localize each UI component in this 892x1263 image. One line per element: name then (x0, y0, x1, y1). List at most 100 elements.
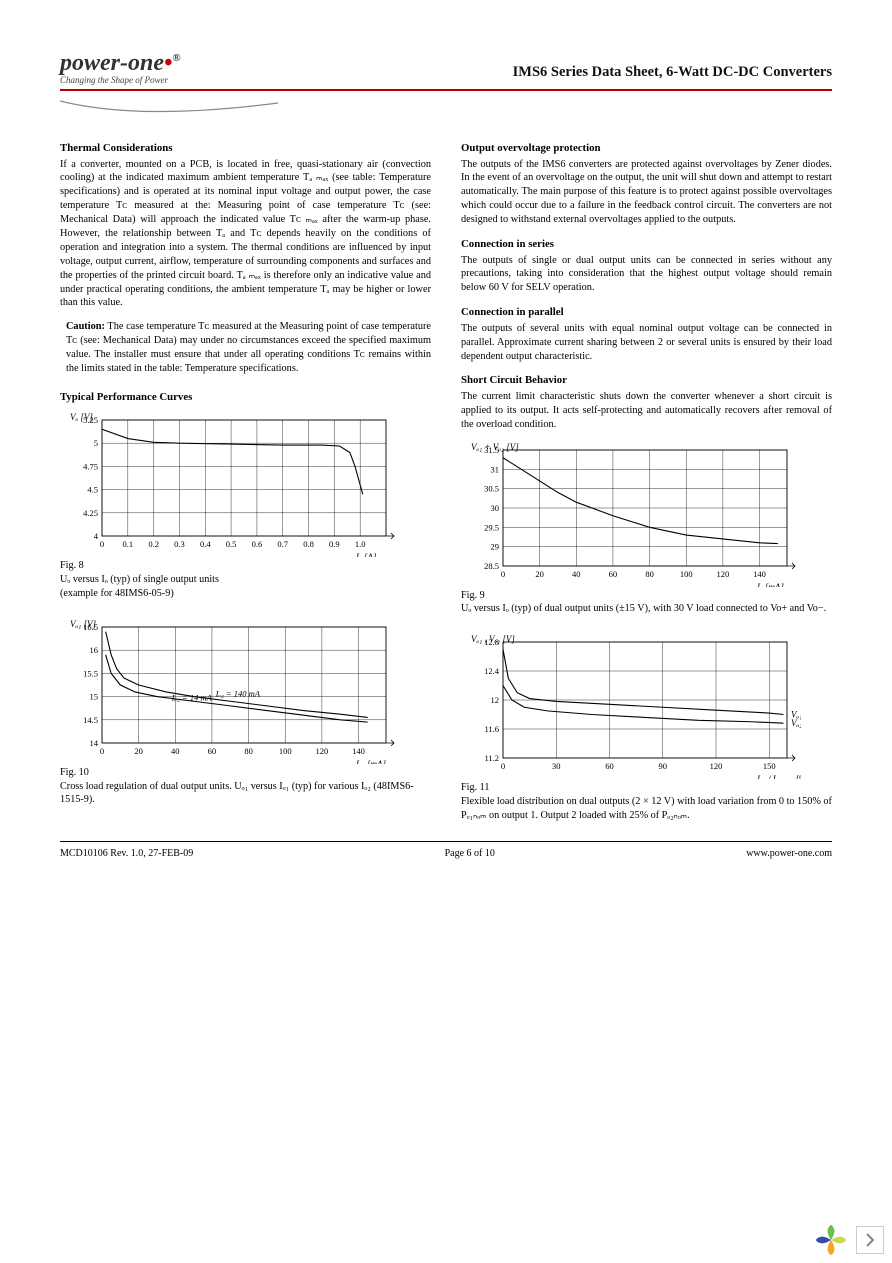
left-column: Thermal Considerations If a converter, m… (60, 141, 431, 829)
registered-mark: ® (172, 52, 180, 64)
svg-text:0.2: 0.2 (148, 539, 159, 549)
caution-label: Caution: (66, 321, 105, 332)
footer: MCD10106 Rev. 1.0, 27-FEB-09 Page 6 of 1… (60, 842, 832, 859)
svg-text:40: 40 (572, 569, 581, 579)
svg-text:4.5: 4.5 (87, 485, 98, 495)
svg-text:60: 60 (208, 746, 217, 756)
footer-rev: MCD10106 Rev. 1.0, 27-FEB-09 (60, 848, 193, 859)
svg-text:30: 30 (552, 761, 561, 771)
svg-text:4.75: 4.75 (83, 462, 98, 472)
svg-text:Vₒ₂: Vₒ₂ (791, 718, 801, 728)
chart-fig10: Vₒ₁ [V]1414.51515.51616.5020406080100120… (60, 619, 431, 807)
short-body: The current limit characteristic shuts d… (461, 390, 832, 432)
svg-text:31.5: 31.5 (484, 445, 499, 455)
document-title: IMS6 Series Data Sheet, 6-Watt DC-DC Con… (513, 50, 832, 81)
caution-body: The case temperature Tᴄ measured at the … (66, 321, 431, 374)
svg-text:0: 0 (100, 539, 104, 549)
svg-text:12: 12 (491, 695, 500, 705)
chevron-right-icon (865, 1233, 875, 1247)
svg-text:0.5: 0.5 (226, 539, 237, 549)
svg-text:90: 90 (659, 761, 668, 771)
svg-text:12.4: 12.4 (484, 666, 500, 676)
logo-word: power-one (60, 50, 164, 76)
svg-text:20: 20 (134, 746, 143, 756)
svg-text:120: 120 (315, 746, 328, 756)
caption-fig10: Fig. 10Cross load regulation of dual out… (60, 766, 431, 807)
series-heading: Connection in series (461, 237, 832, 252)
caption-fig11: Fig. 11Flexible load distribution on dua… (461, 781, 832, 822)
svg-text:0.4: 0.4 (200, 539, 211, 549)
header-rule (60, 89, 832, 91)
svg-text:5.25: 5.25 (83, 415, 98, 425)
svg-text:29: 29 (491, 541, 500, 551)
svg-text:30: 30 (491, 503, 500, 513)
svg-text:15.5: 15.5 (83, 668, 98, 678)
svg-text:0.1: 0.1 (123, 539, 134, 549)
svg-text:0: 0 (501, 569, 505, 579)
parallel-heading: Connection in parallel (461, 305, 832, 320)
footer-page: Page 6 of 10 (445, 848, 495, 859)
curves-heading: Typical Performance Curves (60, 390, 431, 405)
svg-text:1.0: 1.0 (355, 539, 366, 549)
svg-text:Iₒ₂ = 140 mA: Iₒ₂ = 140 mA (215, 688, 261, 698)
svg-text:150: 150 (763, 761, 776, 771)
svg-text:12.8: 12.8 (484, 637, 499, 647)
svg-text:Iₒ₂ = 14 mA: Iₒ₂ = 14 mA (171, 692, 213, 702)
ovp-heading: Output overvoltage protection (461, 141, 832, 156)
corner-widget (814, 1223, 884, 1257)
svg-text:0.8: 0.8 (303, 539, 314, 549)
logo-swoosh (60, 97, 832, 123)
svg-text:80: 80 (645, 569, 654, 579)
chart-fig10-svg: Vₒ₁ [V]1414.51515.51616.5020406080100120… (60, 619, 400, 764)
svg-text:16.5: 16.5 (83, 622, 98, 632)
svg-text:0.9: 0.9 (329, 539, 340, 549)
caution-block: Caution: The case temperature Tᴄ measure… (66, 320, 431, 376)
chart-fig9: Vₒ₁ + Vₒ₂ [V]28.52929.53030.53131.502040… (461, 442, 832, 617)
svg-text:0: 0 (100, 746, 104, 756)
svg-text:0.6: 0.6 (252, 539, 263, 549)
svg-text:20: 20 (535, 569, 544, 579)
ovp-body: The outputs of the IMS6 converters are p… (461, 158, 832, 227)
svg-text:140: 140 (352, 746, 365, 756)
svg-text:0.7: 0.7 (277, 539, 288, 549)
chart-fig11: Vₒ₁ , Vₒ₂ [V]11.211.61212.412.8030609012… (461, 634, 832, 822)
svg-text:40: 40 (171, 746, 180, 756)
svg-text:Iₒ₁ / Iₒ₁ₙₒₘ [%]: Iₒ₁ / Iₒ₁ₙₒₘ [%] (756, 774, 801, 779)
series-body: The outputs of single or dual output uni… (461, 254, 832, 296)
svg-text:140: 140 (753, 569, 766, 579)
chart-fig9-svg: Vₒ₁ + Vₒ₂ [V]28.52929.53030.53131.502040… (461, 442, 801, 587)
svg-text:31: 31 (491, 464, 500, 474)
petal-icon (814, 1223, 848, 1257)
svg-text:11.6: 11.6 (484, 724, 499, 734)
svg-text:120: 120 (716, 569, 729, 579)
thermal-body: If a converter, mounted on a PCB, is loc… (60, 158, 431, 311)
svg-text:60: 60 (609, 569, 618, 579)
next-page-button[interactable] (856, 1226, 884, 1254)
thermal-heading: Thermal Considerations (60, 141, 431, 156)
svg-text:11.2: 11.2 (484, 753, 499, 763)
svg-text:60: 60 (605, 761, 614, 771)
footer-url: www.power-one.com (746, 848, 832, 859)
chart-fig11-svg: Vₒ₁ , Vₒ₂ [V]11.211.61212.412.8030609012… (461, 634, 801, 779)
svg-text:14: 14 (90, 738, 99, 748)
chart-fig8: Vₒ [V]44.254.54.7555.2500.10.20.30.40.50… (60, 412, 431, 600)
svg-text:16: 16 (90, 645, 99, 655)
header: power-one•® Changing the Shape of Power … (60, 50, 832, 85)
caption-fig8: Fig. 8Uₒ versus Iₒ (typ) of single outpu… (60, 559, 431, 600)
svg-text:120: 120 (710, 761, 723, 771)
svg-text:30.5: 30.5 (484, 483, 499, 493)
right-column: Output overvoltage protection The output… (461, 141, 832, 829)
svg-text:15: 15 (90, 691, 99, 701)
parallel-body: The outputs of several units with equal … (461, 322, 832, 364)
svg-text:Iₒ₁ [mA]: Iₒ₁ [mA] (355, 759, 386, 764)
svg-text:28.5: 28.5 (484, 561, 499, 571)
caption-fig9: Fig. 9Uₒ versus Iₒ (typ) of dual output … (461, 589, 832, 617)
svg-text:0: 0 (501, 761, 505, 771)
svg-text:80: 80 (244, 746, 253, 756)
svg-text:100: 100 (680, 569, 693, 579)
logo-text: power-one•® (60, 50, 260, 77)
svg-text:5: 5 (94, 439, 98, 449)
svg-text:Iₒ [mA]: Iₒ [mA] (756, 582, 784, 587)
svg-text:29.5: 29.5 (484, 522, 499, 532)
svg-text:0.3: 0.3 (174, 539, 185, 549)
